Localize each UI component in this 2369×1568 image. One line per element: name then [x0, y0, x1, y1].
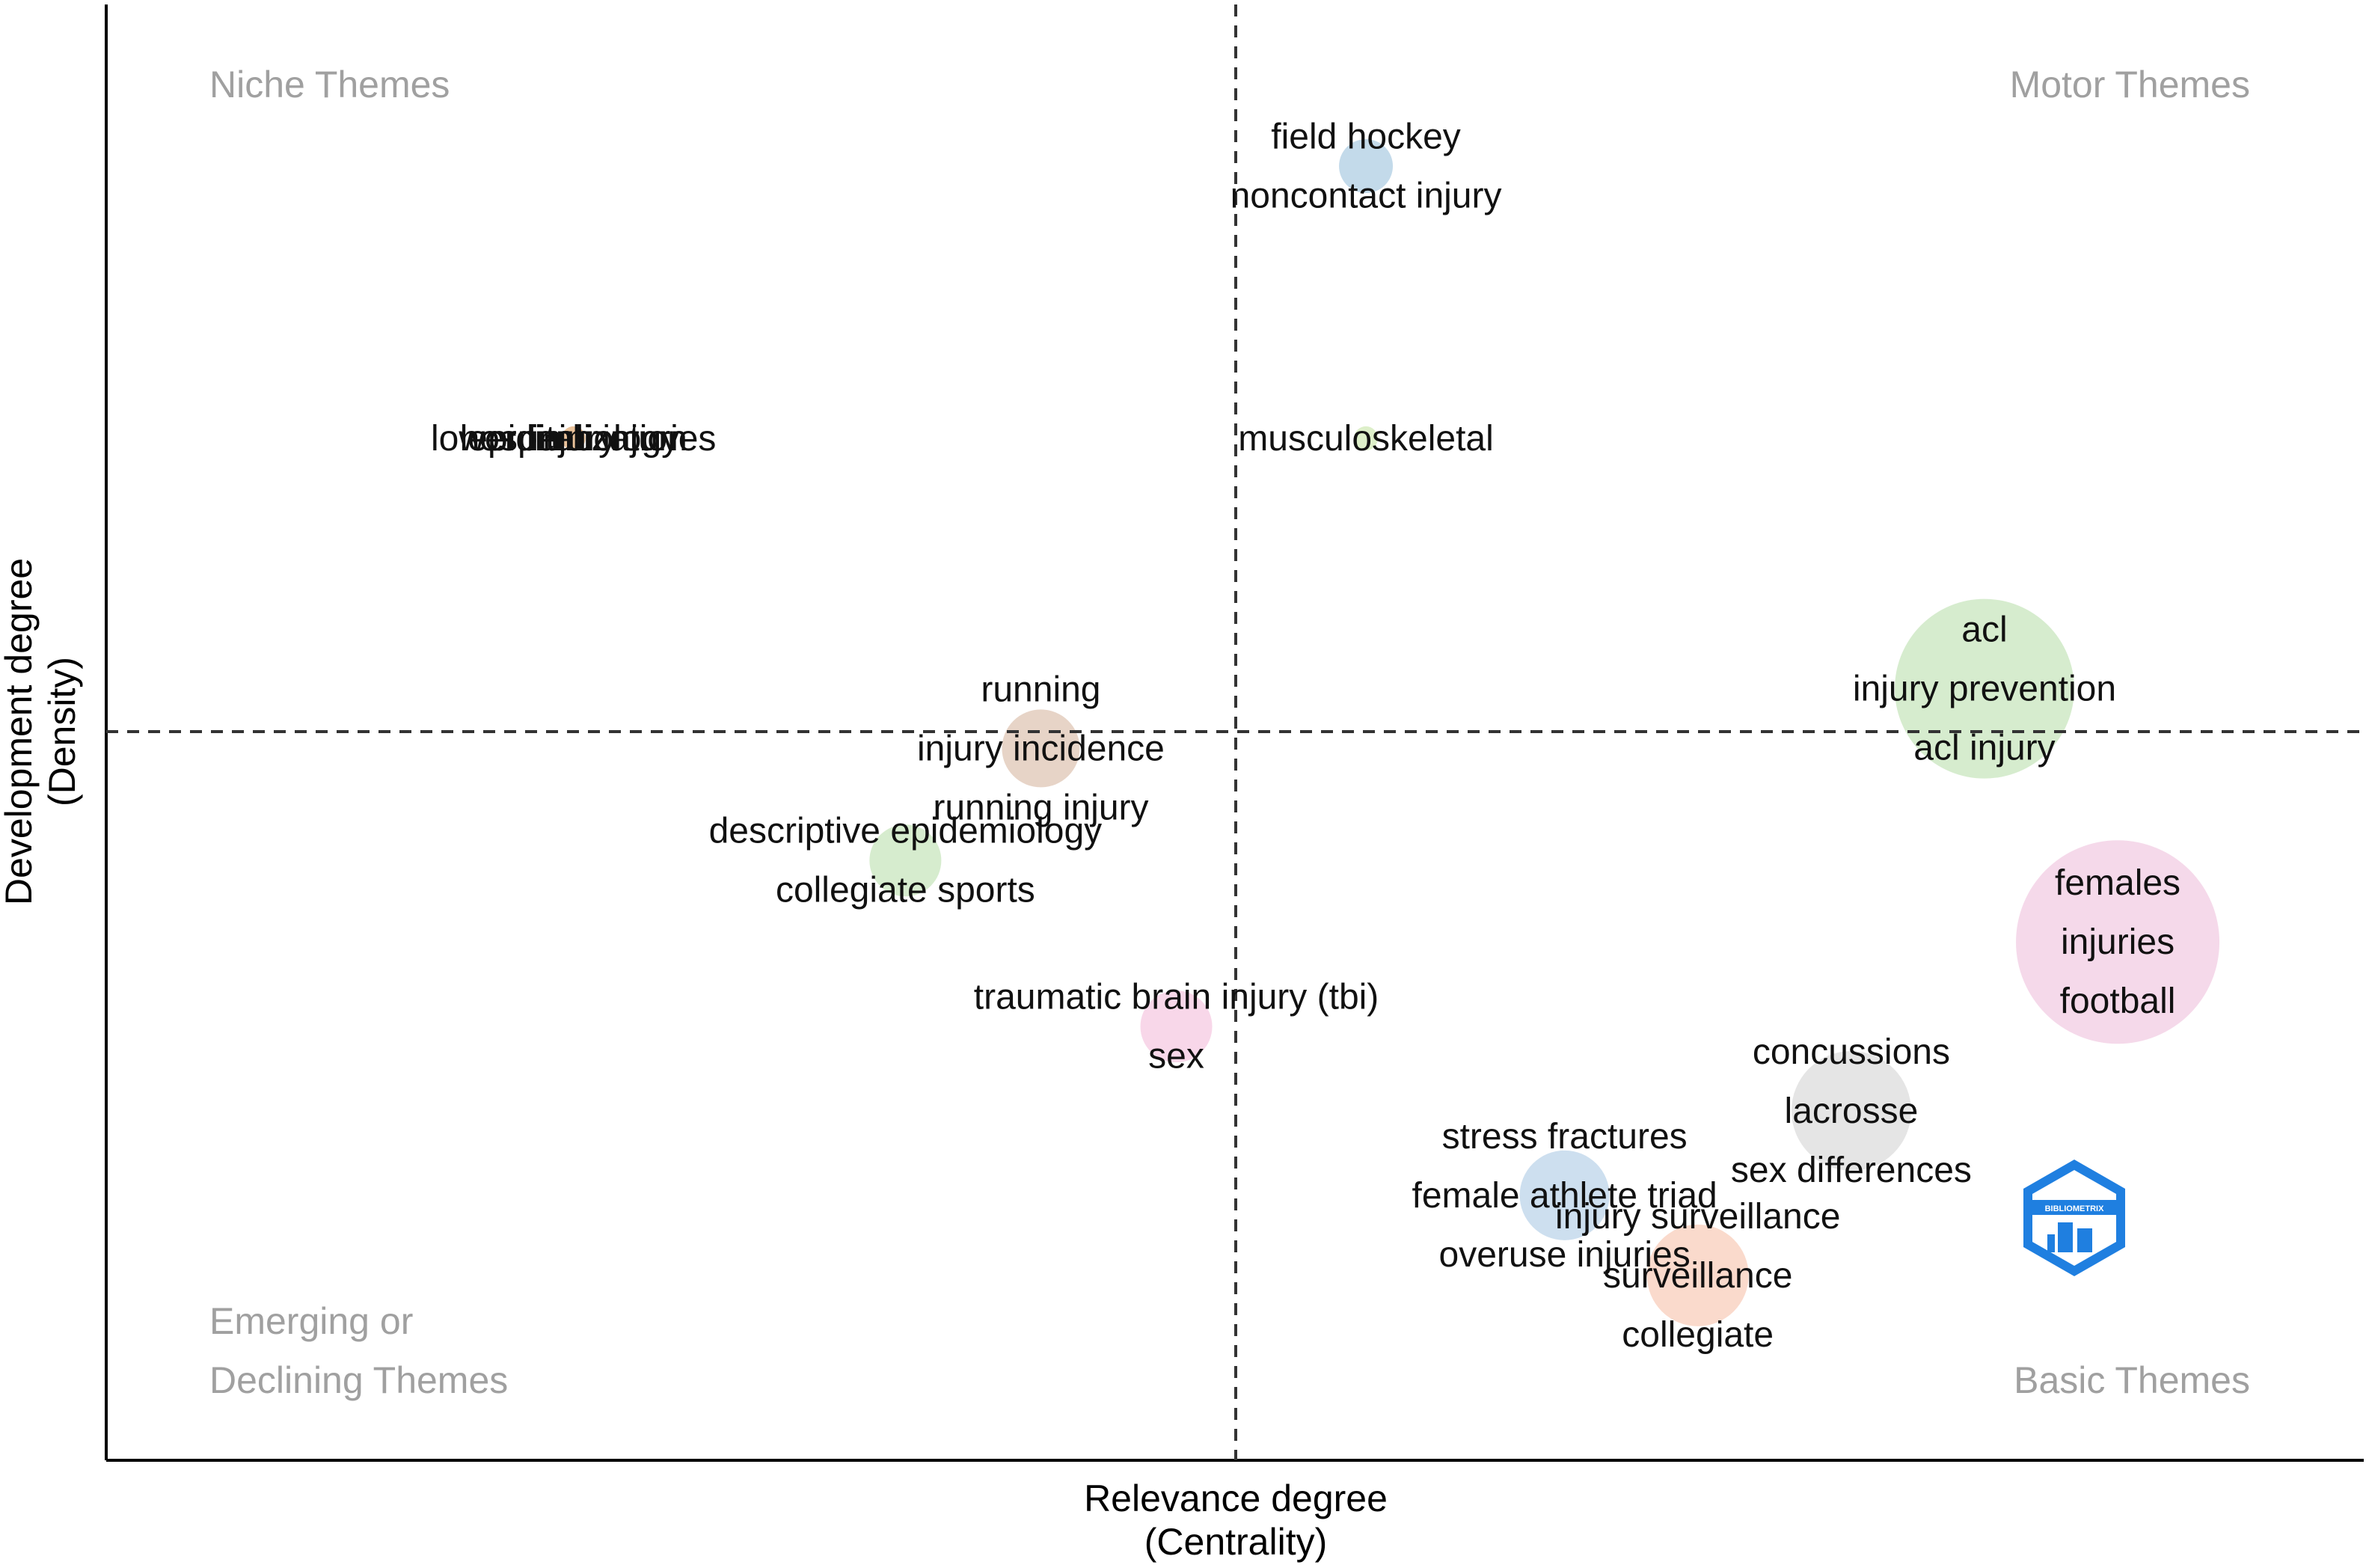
cluster-bubble-injury-surveillance [1646, 1224, 1749, 1326]
cluster-bubble-field-hockey [1339, 139, 1394, 194]
cluster-labels: field hockey noncontact injury musculoskel… [431, 117, 2180, 1355]
cluster-label-concussions: concussions [1753, 1032, 1950, 1072]
logo-banner [2029, 1200, 2119, 1215]
cluster-label-lacrosse: lacrosse [1785, 1091, 1919, 1131]
cluster-label-lower-limb-injuries: lower limb injuries [431, 419, 716, 459]
cluster-bubble-lower-limb-injuries [561, 426, 586, 450]
cluster-label-injury-surveillance: injury surveillance [1555, 1197, 1841, 1237]
cluster-label-females: females [2055, 863, 2180, 903]
cluster-bubble-musculoskeletal [1354, 426, 1379, 450]
cluster-bubble-stress-fractures [1519, 1150, 1610, 1240]
quadrant-label-emerging-2: Declining Themes [209, 1359, 508, 1401]
quadrant-label-basic-1: Basic Themes [2014, 1359, 2250, 1401]
cluster-bubble-concussions [1791, 1050, 1911, 1171]
cluster-label-injuries: injuries [2061, 922, 2175, 962]
cluster-label-injury-prevention: injury prevention [1853, 670, 2116, 709]
logo-bar-3 [2047, 1234, 2055, 1252]
cluster-label-sex-differences: sex differences [1731, 1151, 1972, 1190]
cluster-label-injury-incidence: injury incidence [917, 729, 1165, 768]
quadrant-label-emerging-1: Emerging or [209, 1300, 413, 1342]
bubbles-layer [561, 139, 2220, 1326]
cluster-label-acl: acl [1961, 610, 2007, 650]
cluster-label-stress-fractures: stress fractures [1442, 1117, 1688, 1157]
cluster-label-traumatic-brain-injury-tbi: traumatic brain injury (tbi) [974, 978, 1379, 1017]
cluster-bubble-traumatic-brain-injury-tbi [1140, 990, 1213, 1063]
cluster-label-musculoskeletal: musculoskeletal [1238, 419, 1493, 459]
y-axis-title-line2: (Density) [41, 657, 83, 806]
x-axis-title-line2: (Centrality) [1144, 1521, 1327, 1563]
cluster-bubble-running [1002, 709, 1080, 788]
cluster-label-overuse-injuries: overuse injuries [1439, 1235, 1691, 1275]
cluster-label-noncontact-injury: noncontact injury [1231, 177, 1502, 216]
cluster-label-sex: sex [1148, 1037, 1204, 1077]
cluster-label-collegiate: collegiate [1622, 1315, 1774, 1355]
cluster-label-collegiate-sports: collegiate sports [776, 871, 1035, 910]
cluster-label-epidemiology: epidemiology [468, 419, 679, 459]
cluster-label-hospitalization: hospitalization [460, 419, 687, 459]
cluster-label-female-athlete-triad: female athlete triad [1412, 1176, 1717, 1216]
quadrant-labels: Niche Themes Motor Themes Emerging or Decli… [209, 64, 2250, 1401]
quadrant-label-niche-1: Niche Themes [209, 64, 450, 105]
x-axis-title-line1: Relevance degree [1084, 1477, 1388, 1519]
cluster-label-surveillance: surveillance [1603, 1256, 1792, 1296]
cluster-label-football: football [2060, 981, 2176, 1021]
cluster-bubble-females [2016, 840, 2220, 1044]
quadrant-label-motor-1: Motor Themes [2010, 64, 2250, 105]
cluster-label-descriptive-epidemiology: descriptive epidemiology [709, 812, 1103, 851]
cluster-label-running-injury: running injury [933, 788, 1148, 827]
bibliometrix-logo: BIBLIOMETRIX [2023, 1160, 2125, 1276]
cluster-label-injury: injury [530, 419, 616, 459]
cluster-bubble-descriptive-epidemiology [869, 824, 942, 897]
logo-bar-1 [2058, 1222, 2073, 1252]
cluster-label-running: running [981, 670, 1100, 709]
logo-text: BIBLIOMETRIX [2045, 1204, 2104, 1213]
logo-bar-2 [2077, 1228, 2092, 1252]
y-axis-title-line1: Development degree [0, 558, 40, 905]
cluster-label-field-hockey: field hockey [1271, 117, 1460, 157]
cluster-label-acl-injury: acl injury [1913, 729, 2055, 768]
cluster-bubble-acl [1894, 598, 2074, 779]
